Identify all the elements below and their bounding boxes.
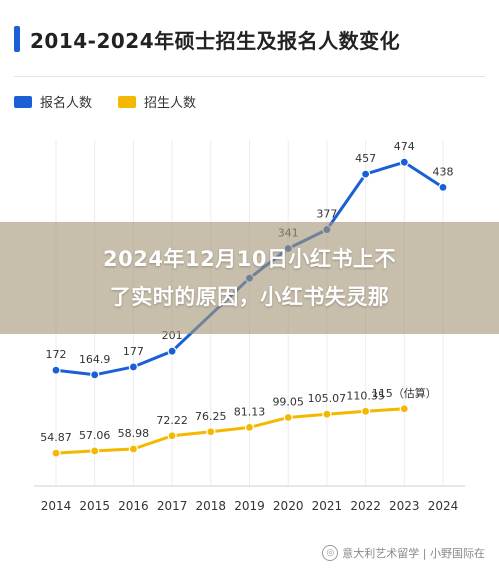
- x-tick-label-2016: 2016: [118, 499, 149, 513]
- data-point-0-2014: [51, 365, 61, 375]
- data-point-0-2015: [90, 370, 100, 380]
- data-point-1-2014: [51, 448, 61, 458]
- source-watermark: ◎ 意大利艺术留学 | 小野国际在: [322, 545, 485, 561]
- legend-label-applicants: 报名人数: [40, 96, 93, 111]
- headline-line-1: 2024年12月10日小红书上不: [103, 247, 396, 271]
- data-point-0-2024: [438, 182, 448, 192]
- data-label-0-2022: 457: [355, 152, 376, 165]
- data-label-1-2016: 58.98: [118, 427, 150, 440]
- x-tick-label-2022: 2022: [350, 499, 381, 513]
- headline-line-2: 了实时的原因，小红书失灵那: [109, 285, 390, 309]
- x-tick-label-2020: 2020: [273, 499, 304, 513]
- data-label-1-2020: 99.05: [272, 396, 304, 409]
- x-tick-label-2014: 2014: [41, 499, 72, 513]
- x-tick-label-2021: 2021: [312, 499, 343, 513]
- title-divider: [14, 76, 485, 77]
- wechat-icon: ◎: [322, 545, 339, 561]
- x-tick-label-2015: 2015: [79, 499, 110, 513]
- legend-swatch-applicants: [14, 95, 32, 108]
- data-point-0-2016: [128, 362, 138, 372]
- data-label-1-2014: 54.87: [40, 431, 72, 444]
- data-point-1-2021: [322, 409, 332, 419]
- data-point-1-2016: [128, 444, 138, 454]
- data-label-0-2021: 377: [316, 208, 337, 221]
- data-point-1-2023: [399, 404, 409, 414]
- x-tick-label-2018: 2018: [196, 499, 227, 513]
- headline-banner: 2024年12月10日小红书上不 了实时的原因，小红书失灵那: [0, 222, 499, 334]
- data-point-1-2019: [244, 422, 255, 432]
- data-point-1-2015: [90, 446, 100, 456]
- x-tick-label-2019: 2019: [234, 499, 265, 513]
- data-label-0-2023: 474: [394, 140, 415, 153]
- data-label-0-2015: 164.9: [79, 353, 111, 366]
- legend-swatch-enrollment: [118, 95, 137, 108]
- chart-legend: 报名人数 招生人数: [14, 92, 222, 111]
- data-point-0-2022: [361, 169, 371, 179]
- legend-item-applicants: 报名人数: [14, 92, 92, 111]
- legend-label-enrollment: 招生人数: [144, 96, 197, 111]
- data-label-1-2015: 57.06: [79, 429, 111, 442]
- chart-header: 2014-2024年硕士招生及报名人数变化: [14, 24, 400, 54]
- chart-title: 2014-2024年硕士招生及报名人数变化: [30, 28, 401, 53]
- title-accent-bar: [14, 26, 20, 52]
- series-line-1: [55, 407, 405, 455]
- data-point-1-2018: [206, 427, 216, 437]
- data-label-1-2018: 76.25: [195, 410, 227, 423]
- legend-item-enrollment: 招生人数: [118, 92, 196, 111]
- data-label-0-2024: 438: [433, 165, 454, 178]
- data-label-0-2014: 172: [46, 348, 67, 361]
- data-point-1-2017: [167, 431, 177, 441]
- data-label-1-2022: 110.35: [346, 389, 385, 402]
- data-label-1-2021: 105.07: [308, 392, 347, 405]
- x-tick-label-2023: 2023: [389, 499, 420, 513]
- data-point-1-2022: [361, 406, 371, 416]
- data-point-0-2023: [399, 157, 409, 167]
- data-point-0-2017: [167, 346, 177, 356]
- data-label-1-2019: 81.13: [234, 405, 266, 418]
- data-label-1-2017: 72.22: [156, 414, 188, 427]
- x-tick-label-2024: 2024: [428, 499, 459, 513]
- data-label-0-2016: 177: [123, 345, 144, 358]
- data-label-1-2023: 115（估算）: [372, 386, 437, 400]
- x-tick-label-2017: 2017: [157, 499, 188, 513]
- watermark-text: 意大利艺术留学 | 小野国际在: [342, 547, 485, 560]
- data-point-1-2020: [283, 412, 293, 423]
